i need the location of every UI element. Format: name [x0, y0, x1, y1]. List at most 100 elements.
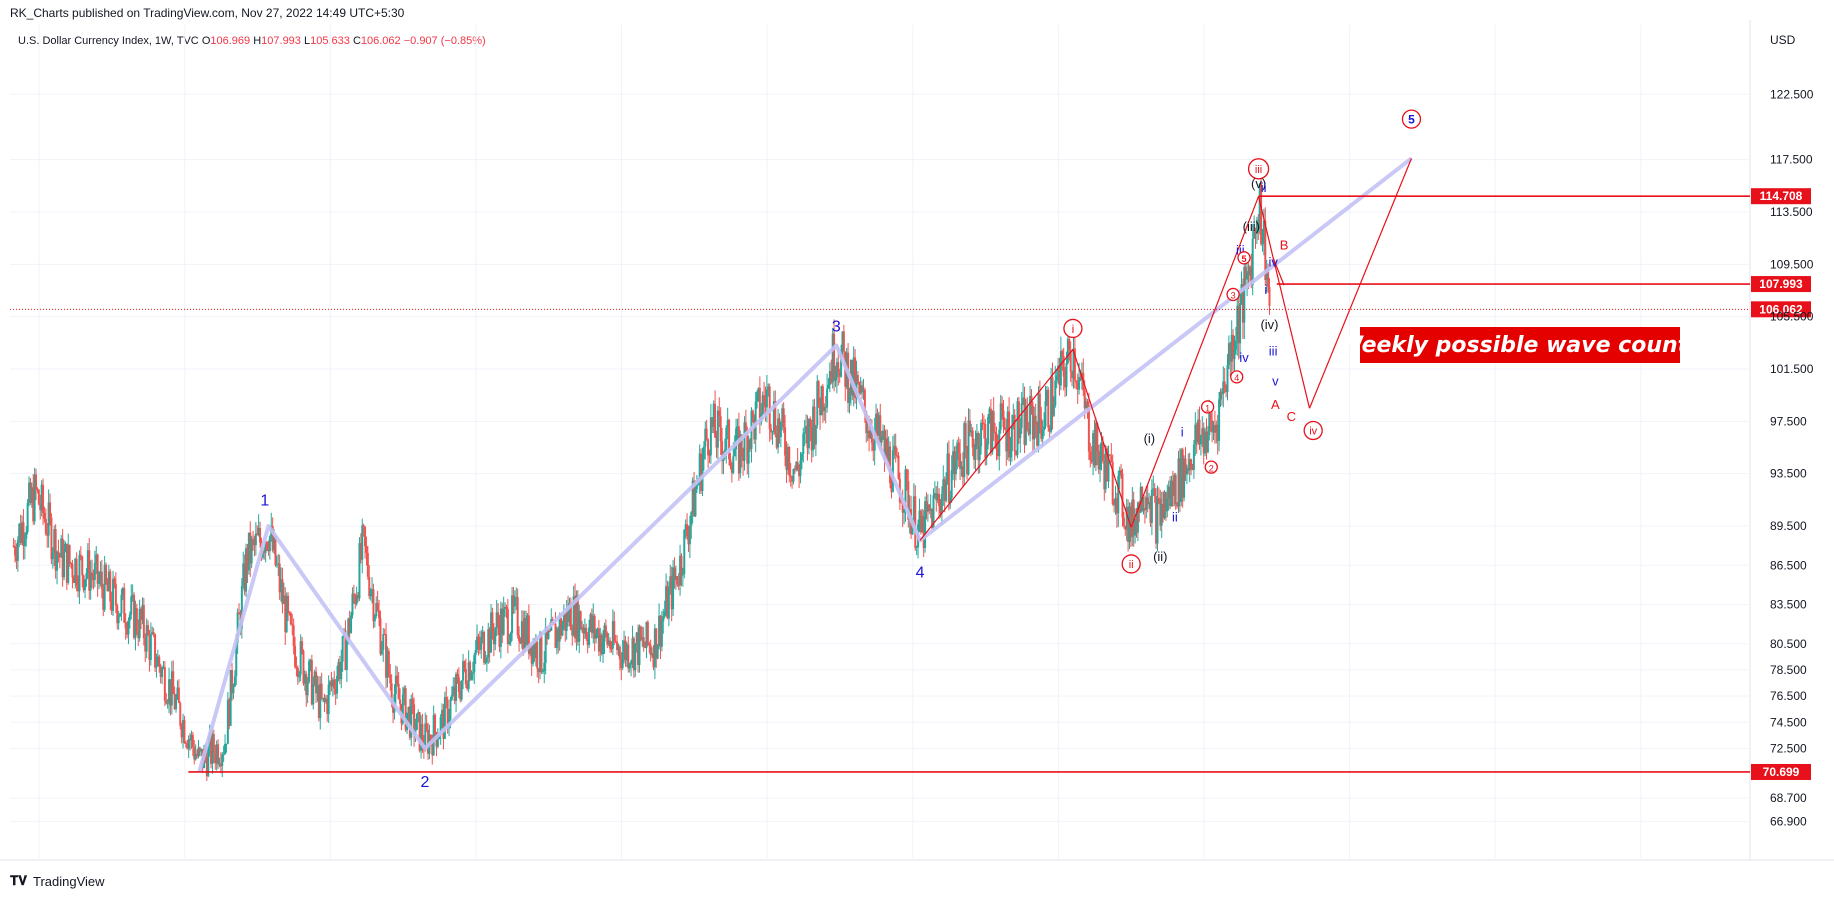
candle-body [1177, 458, 1180, 507]
candle-body [453, 686, 456, 701]
candle-body [891, 450, 894, 493]
candle-body [1236, 305, 1239, 341]
candle-body [242, 563, 245, 586]
grid [0, 20, 1834, 861]
candle-body [1230, 334, 1233, 362]
candle-body [586, 638, 589, 645]
candle-body [396, 675, 399, 684]
candle-body [695, 484, 698, 490]
y-tick-label: 86.500 [1770, 558, 1807, 572]
candle-body [571, 630, 574, 636]
footer-brand: 𝐓𝐕 TradingView [10, 873, 105, 889]
candle-body [1160, 504, 1163, 526]
candle-body [210, 733, 213, 764]
candle-body [578, 611, 581, 642]
candle-body [848, 393, 851, 403]
candle-body [298, 674, 301, 678]
candle-body [1103, 461, 1106, 490]
currency-label: USD [1770, 33, 1796, 47]
candles [12, 170, 1271, 781]
candle-body [373, 616, 376, 622]
candle-body [341, 636, 344, 662]
candle-body [23, 538, 26, 546]
candle-body [189, 738, 192, 741]
candle-body [999, 403, 1002, 430]
candle-body [177, 687, 180, 703]
candle-body [278, 563, 281, 593]
candle-body [928, 504, 931, 511]
candle-body [39, 504, 42, 511]
candle-body [128, 614, 131, 621]
candle-body [915, 547, 918, 549]
candle-body [438, 735, 441, 740]
candle-body [275, 564, 278, 566]
candle-body [995, 433, 998, 450]
candle-body [813, 406, 816, 445]
candle-body [224, 743, 227, 754]
annotation-box: Weekly possible wave counts [1339, 327, 1701, 363]
candle-body [977, 433, 980, 461]
candle-body [982, 423, 985, 425]
candle-body [263, 550, 266, 553]
candle-body [905, 469, 908, 482]
candle-body [1121, 473, 1124, 518]
candle-body [305, 673, 308, 696]
candle-body [352, 593, 355, 597]
candle-body [1036, 425, 1039, 446]
candle-body [169, 679, 172, 706]
candle-body [1159, 498, 1162, 526]
candle-body [632, 638, 635, 671]
candle-body [1128, 506, 1131, 542]
candle-body [530, 644, 533, 664]
price-axis[interactable]: USD 122.500 117.500 113.500 109.500 105.500 10… [1770, 33, 1814, 829]
wave-label: i [1181, 424, 1184, 439]
candle-body [434, 714, 437, 733]
candle-body [236, 612, 239, 643]
candle-body [309, 659, 312, 662]
candle-body [672, 567, 675, 610]
candle-body [816, 381, 819, 425]
candle-body [767, 386, 770, 390]
candle-body [721, 440, 724, 461]
candle-body [240, 585, 243, 629]
candle-body [561, 624, 564, 636]
candle-body [33, 474, 36, 522]
candle-body [568, 603, 571, 622]
candle-body [221, 754, 224, 767]
candle-body [133, 594, 136, 638]
candle-body [212, 734, 215, 754]
candle-body [147, 625, 150, 635]
candle-body [470, 674, 473, 680]
candle-body [1114, 497, 1117, 506]
candle-body [837, 362, 840, 372]
candle-body [140, 608, 143, 621]
candle-body [508, 642, 511, 644]
candle-body [666, 586, 669, 619]
candle-body [826, 388, 829, 408]
candle-body [474, 649, 477, 656]
candle-body [718, 410, 721, 417]
candle-body [1261, 243, 1264, 245]
candle-body [630, 661, 633, 665]
y-tick-label: 117.500 [1770, 153, 1813, 167]
candle-body [840, 351, 843, 377]
candle-body [1244, 266, 1247, 280]
candle-body [207, 746, 210, 777]
candle-body [841, 331, 844, 352]
candle-body [1052, 405, 1055, 416]
candle-body [159, 666, 162, 678]
candle-body [44, 518, 47, 534]
candle-body [364, 526, 367, 547]
candle-body [970, 430, 973, 433]
candle-body [415, 713, 418, 730]
candle-body [625, 644, 628, 661]
candle-body [628, 664, 631, 669]
candle-body [492, 632, 495, 645]
candle-body [610, 648, 613, 650]
candle-body [1110, 455, 1113, 462]
candle-body [1233, 349, 1236, 360]
candle-body [58, 554, 61, 558]
candle-body [886, 438, 889, 461]
candle-body [63, 551, 66, 578]
